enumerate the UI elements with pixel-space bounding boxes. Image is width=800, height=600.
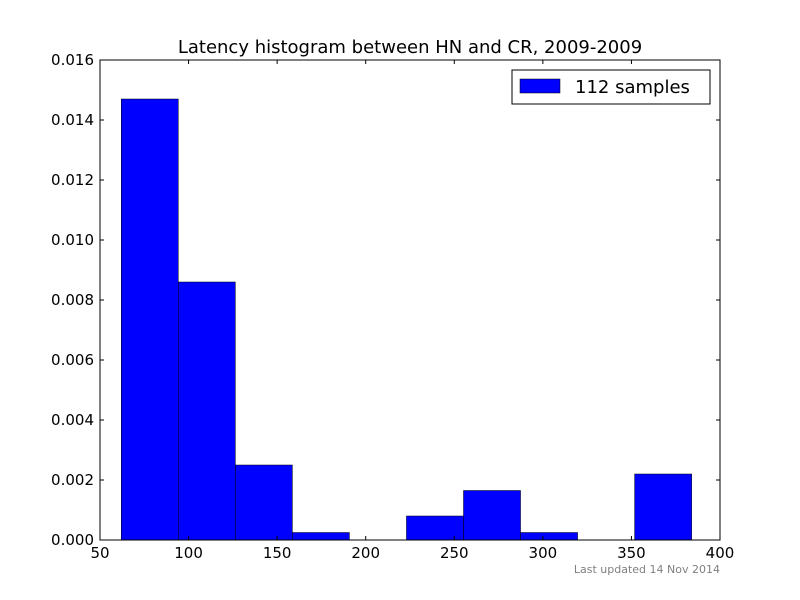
chart-title: Latency histogram between HN and CR, 200… [178, 37, 642, 58]
y-tick-label-6: 0.012 [51, 171, 94, 189]
x-tick-label-0: 50 [90, 544, 109, 562]
histogram-bar-5 [406, 515, 464, 541]
x-tick-label-7: 400 [706, 544, 735, 562]
x-tick-label-5: 300 [529, 544, 558, 562]
legend-swatch [519, 78, 561, 94]
histogram-bar-6 [463, 490, 521, 541]
ticks-layer: 50 100 150 200 250 300 350 400 0.000 0.002 0.004 0.… [51, 51, 734, 562]
legend: 112 samples [511, 69, 711, 105]
y-tick-label-7: 0.014 [51, 111, 94, 129]
x-tick-label-4: 250 [440, 544, 469, 562]
y-tick-label-1: 0.002 [51, 471, 94, 489]
histogram-bar-1 [178, 281, 236, 541]
x-tick-label-3: 200 [351, 544, 380, 562]
histogram-bar-3 [292, 532, 350, 541]
plot-frame [99, 59, 721, 541]
histogram-bar-2 [235, 464, 293, 541]
histogram-bar-0 [121, 98, 179, 541]
legend-label: 112 samples [575, 77, 690, 98]
x-tick-label-2: 150 [263, 544, 292, 562]
y-tick-label-4: 0.008 [51, 291, 94, 309]
x-tick-label-1: 100 [174, 544, 203, 562]
last-updated-note: Last updated 14 Nov 2014 [573, 563, 720, 576]
y-tick-label-0: 0.000 [51, 531, 94, 549]
x-tick-label-6: 350 [617, 544, 646, 562]
bars-layer [121, 98, 692, 541]
y-tick-label-3: 0.006 [51, 351, 94, 369]
histogram-bar-7 [520, 532, 578, 541]
y-tick-label-5: 0.010 [51, 231, 94, 249]
y-tick-label-2: 0.004 [51, 411, 94, 429]
histogram-bar-9 [634, 473, 692, 541]
y-tick-label-8: 0.016 [51, 51, 94, 69]
